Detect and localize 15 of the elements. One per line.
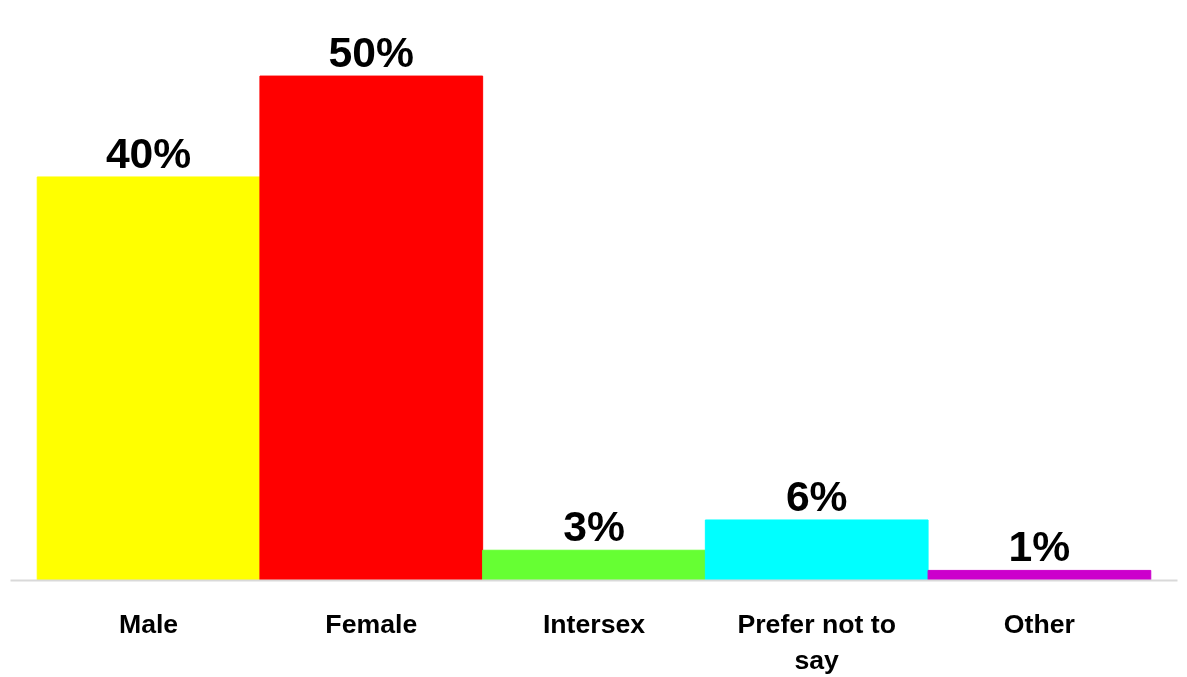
bar xyxy=(36,176,261,581)
data-label: 3% xyxy=(563,502,625,551)
x-tick-label: Prefer not to say xyxy=(737,608,896,675)
data-label: 1% xyxy=(1008,522,1071,571)
x-tick-label: Intersex xyxy=(542,608,646,639)
x-tick-label: Other xyxy=(1003,608,1075,639)
data-label: 40% xyxy=(105,128,192,177)
bar xyxy=(704,519,929,581)
data-label: 50% xyxy=(328,28,414,77)
bar xyxy=(259,75,484,581)
bar xyxy=(482,549,706,581)
bar xyxy=(927,569,1152,581)
data-label: 6% xyxy=(785,471,848,520)
x-tick-label: Female xyxy=(325,608,418,639)
x-tick-label: Male xyxy=(118,608,179,639)
